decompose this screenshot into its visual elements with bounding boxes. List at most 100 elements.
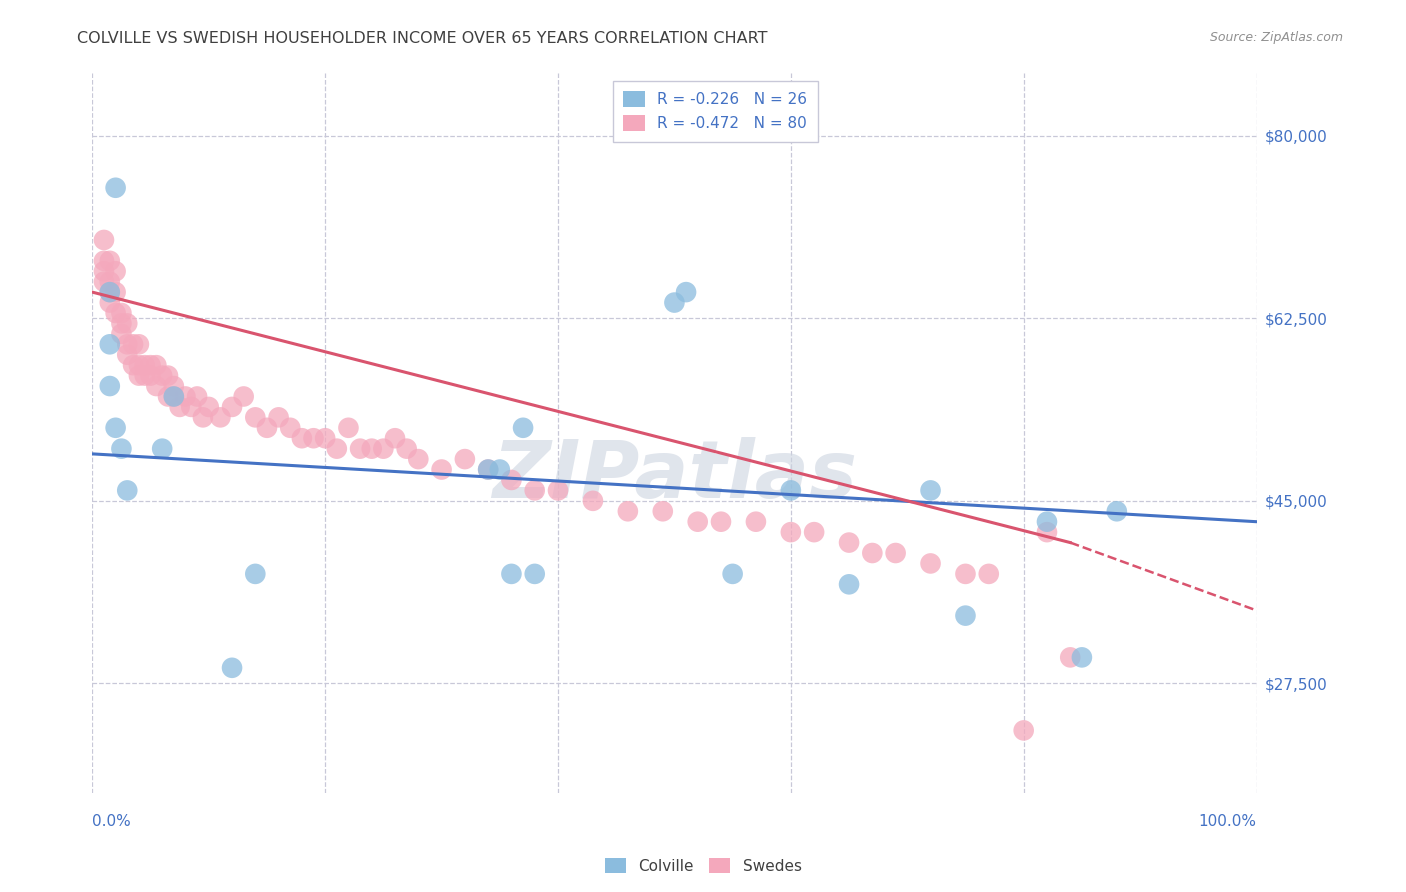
Point (617, 504, 640, 518)
Point (163, 389, 186, 403)
Point (512, 421, 534, 435)
Point (860, 546, 883, 560)
Point (145, 379, 167, 393)
Point (523, 566, 546, 581)
Point (523, 483, 546, 498)
Point (373, 442, 395, 456)
Point (98, 253, 121, 268)
Point (232, 389, 254, 403)
Point (122, 337, 145, 351)
Point (384, 431, 406, 445)
Point (501, 566, 523, 581)
Point (302, 431, 325, 445)
Point (104, 421, 127, 435)
Point (98, 337, 121, 351)
Point (314, 431, 336, 445)
Point (169, 400, 191, 414)
Legend: R = -0.226   N = 26, R = -0.472   N = 80: R = -0.226 N = 26, R = -0.472 N = 80 (613, 80, 818, 142)
Point (245, 410, 267, 425)
Text: 100.0%: 100.0% (1198, 814, 1257, 829)
Point (745, 515, 768, 529)
Point (128, 337, 150, 351)
Point (163, 389, 186, 403)
Point (104, 264, 127, 278)
Point (174, 389, 197, 403)
Point (104, 306, 127, 320)
Point (186, 389, 208, 403)
Point (779, 483, 801, 498)
Point (1059, 650, 1081, 665)
Point (477, 462, 499, 476)
Point (291, 431, 314, 445)
Point (134, 358, 156, 372)
Point (110, 306, 132, 320)
Point (163, 379, 186, 393)
Point (1036, 525, 1059, 540)
Point (191, 410, 214, 425)
Point (326, 442, 349, 456)
Point (117, 337, 139, 351)
Point (278, 421, 301, 435)
Point (488, 462, 510, 476)
Point (838, 577, 860, 591)
Point (221, 400, 243, 414)
Point (122, 358, 145, 372)
Point (664, 295, 686, 310)
Text: ZIPatlas: ZIPatlas (492, 437, 856, 516)
Point (93, 253, 115, 268)
Point (721, 566, 744, 581)
Point (104, 285, 127, 299)
Point (117, 317, 139, 331)
Point (267, 410, 290, 425)
Point (710, 515, 733, 529)
Text: 0.0%: 0.0% (93, 814, 131, 829)
Point (128, 368, 150, 383)
Point (349, 442, 371, 456)
Point (779, 525, 801, 540)
Point (582, 493, 605, 508)
Point (547, 483, 569, 498)
Point (501, 473, 523, 487)
Point (408, 452, 430, 467)
Point (98, 295, 121, 310)
Point (117, 483, 139, 498)
Point (117, 348, 139, 362)
Point (395, 442, 418, 456)
Point (256, 421, 278, 435)
Legend: Colville, Swedes: Colville, Swedes (599, 852, 807, 880)
Point (93, 233, 115, 247)
Point (1105, 504, 1128, 518)
Point (1070, 650, 1092, 665)
Point (110, 317, 132, 331)
Point (221, 661, 243, 675)
Point (98, 285, 121, 299)
Point (150, 442, 173, 456)
Point (977, 566, 1000, 581)
Point (98, 379, 121, 393)
Point (93, 264, 115, 278)
Point (1036, 515, 1059, 529)
Point (110, 326, 132, 341)
Point (180, 400, 202, 414)
Point (110, 442, 132, 456)
Point (920, 483, 942, 498)
Point (454, 452, 477, 467)
Point (156, 368, 179, 383)
Point (360, 442, 382, 456)
Point (955, 608, 977, 623)
Point (145, 358, 167, 372)
Point (686, 515, 709, 529)
Point (651, 504, 673, 518)
Point (838, 535, 860, 549)
Point (675, 285, 697, 299)
Point (430, 462, 453, 476)
Point (150, 368, 173, 383)
Point (128, 358, 150, 372)
Point (98, 285, 121, 299)
Point (245, 566, 267, 581)
Point (803, 525, 825, 540)
Point (156, 389, 179, 403)
Point (139, 358, 162, 372)
Point (884, 546, 907, 560)
Point (134, 368, 156, 383)
